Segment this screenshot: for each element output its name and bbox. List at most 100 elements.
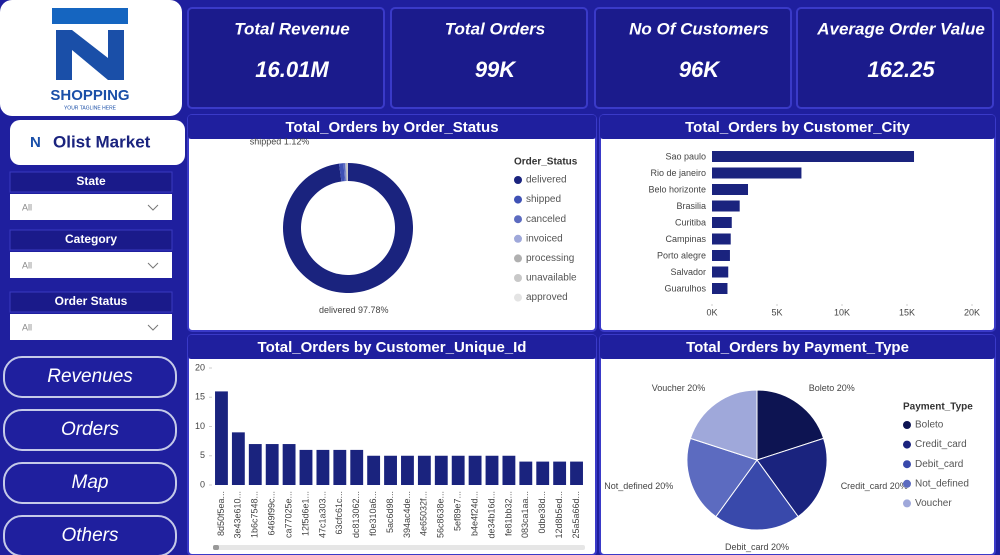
data-label: shipped 1.12% [250,137,310,147]
app-title-card [10,120,185,165]
kpi-card [594,7,792,109]
y-tick-label: Guarulhos [664,283,706,293]
data-label-value: 20% [890,482,908,492]
chart-panel: Total_Orders by Order_Status delivered 97… [187,114,597,332]
chart-title: Total_Orders by Customer_City [685,119,910,136]
x-tick-label: 25a5a66d... [571,491,581,539]
data-label-category: Not_defined [604,482,653,492]
kpi-card [390,7,588,109]
slice [346,163,348,182]
filter-value[interactable]: All [22,202,32,212]
bar [712,250,730,261]
dropdown-chevron [147,324,159,331]
x-tick-label: 12d8b5ed... [554,491,564,539]
bar [417,455,431,485]
legend-label: shipped [526,194,561,205]
x-tick-label: de34b16d... [486,491,496,539]
bar [248,444,262,485]
dropdown-chevron [147,204,159,211]
nav-label[interactable]: Orders [61,419,120,440]
kpi-value: 96K [679,57,721,82]
nav-label[interactable]: Revenues [47,366,133,387]
x-tick-label: 8d50f5ea... [216,491,226,536]
bar [384,455,397,485]
bar [712,167,802,179]
data-label-category: Boleto [809,383,835,393]
nav-button[interactable] [3,515,177,555]
bar [712,283,728,294]
chart-title: Total_Orders by Customer_Unique_Id [258,339,527,356]
chart-panel: Total_Orders by Customer_Unique_Id 0 5 10 15… [187,334,597,555]
bar [265,444,279,485]
legend-swatch [903,460,911,469]
y-tick-label: 5 [200,450,205,460]
y-tick-label: Belo horizonte [648,184,706,194]
x-tick-label: 12f5d6e1... [300,491,310,536]
x-tick-label: 6469f99c... [267,491,277,536]
kpi-card [187,7,385,109]
nav-label[interactable]: Map [72,472,109,493]
y-tick-label: 20 [195,362,205,372]
x-tick-label: 3e43e610... [233,491,243,539]
kpi-card [796,7,994,109]
bar [434,455,448,485]
x-tick-label: 47c1a303... [317,491,327,538]
nav-label[interactable]: Others [61,525,119,546]
kpi-value: 162.25 [867,57,935,82]
bar [468,455,482,485]
data-label-value: 20% [837,383,855,393]
legend-title: Payment_Type [903,402,973,413]
x-tick-label: 20K [964,307,980,317]
nav-button[interactable] [3,462,177,504]
legend-swatch [514,274,522,282]
data-label: Voucher 20% [652,383,706,393]
x-tick-label: 394ac4de... [402,491,412,538]
sidebar: State All Category All Order Status All Revenu… [3,171,177,555]
x-tick-label: 0dbe38d... [537,491,547,534]
data-label-category: Credit_card [841,482,888,492]
x-tick-label: 5ef89e7... [453,491,463,531]
x-tick-label: 5ac6d98... [385,491,395,533]
bar [712,151,915,162]
filter-dropdown[interactable] [10,314,172,340]
legend-label: Debit_card [915,459,963,470]
legend-title: Order_Status [514,157,578,168]
bar [712,184,749,195]
data-label-value: 97.78% [358,305,389,315]
scrollbar[interactable] [213,545,585,550]
filter-dropdown[interactable] [10,252,172,278]
bar [519,461,533,485]
logo-brand: SHOPPING [50,87,129,104]
filter-header [9,229,173,251]
bar [282,444,296,485]
filter-dropdown[interactable] [10,194,172,220]
filter-value[interactable]: All [22,322,32,332]
slice [343,163,346,182]
nav-button[interactable] [3,356,177,398]
legend-label: invoiced [526,233,563,244]
data-label: Not_defined 20% [604,482,673,492]
legend-swatch [514,234,522,243]
filter-label: State [76,174,106,188]
chart-title: Total_Orders by Order_Status [285,119,498,136]
y-tick-label: Salvador [670,267,706,277]
slice [756,389,825,461]
slice [338,163,345,182]
bar [299,449,313,485]
scroll-thumb[interactable] [213,545,219,550]
panel-title-bar [188,335,596,359]
slice [686,437,758,518]
legend-label: Credit_card [915,439,967,450]
x-tick-label: 083ca1aa... [520,491,530,538]
bar [333,449,347,485]
legend-swatch [514,215,522,224]
legend-swatch [903,499,911,508]
panel-title-bar [600,335,995,359]
legend-swatch [514,195,522,204]
legend-label: Voucher [915,498,952,509]
legend-swatch [903,421,911,429]
panel-title-bar [600,115,995,139]
filter-value[interactable]: All [22,260,32,270]
nav-button[interactable] [3,409,177,451]
